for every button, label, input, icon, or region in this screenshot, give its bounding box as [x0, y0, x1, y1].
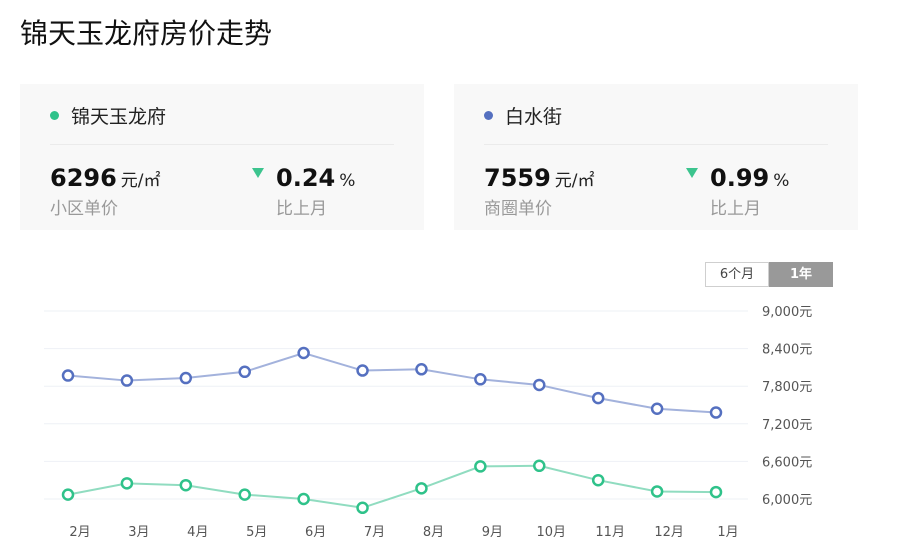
series-line: [67, 351, 717, 414]
data-point: [238, 365, 251, 379]
x-tick-label: 10月: [536, 525, 566, 540]
time-range-toggle: 6个月 1年: [705, 262, 833, 287]
unit-price-unit: 元/㎡: [554, 171, 595, 191]
data-point: [533, 378, 546, 392]
change-value: 0.24: [276, 164, 336, 192]
data-point: [533, 459, 546, 473]
data-point: [356, 501, 369, 515]
x-tick-label: 9月: [482, 525, 503, 540]
data-point: [709, 406, 723, 419]
change-unit: %: [773, 171, 790, 191]
community-price-card: 锦天玉龙府 6296 元/㎡ 小区单价 0.24 % 比上月: [20, 84, 424, 230]
y-tick-label: 7,200元: [762, 418, 812, 433]
series-dot-icon: [50, 110, 59, 120]
data-point: [591, 391, 605, 405]
card-name: 白水街: [505, 105, 563, 128]
y-tick-label: 8,400元: [762, 343, 812, 358]
change-value: 0.99: [710, 164, 770, 192]
x-tick-label: 3月: [128, 525, 149, 540]
change-label: 比上月: [710, 199, 761, 219]
x-tick-label: 7月: [364, 525, 385, 540]
data-point: [238, 488, 251, 501]
data-point: [179, 371, 193, 385]
range-1-year-button[interactable]: 1年: [769, 262, 833, 287]
unit-price-value: 7559: [484, 164, 551, 192]
data-point: [650, 402, 664, 416]
y-tick-label: 9,000元: [762, 305, 812, 320]
price-trend-chart: 9,000元 8,400元 7,800元 7,200元 6,600元 6,000元 2月 3月…: [44, 305, 812, 540]
unit-price-unit: 元/㎡: [120, 171, 161, 191]
series-dot-icon: [484, 110, 493, 120]
data-point: [356, 364, 369, 377]
data-point: [650, 485, 664, 498]
data-point: [120, 374, 134, 387]
data-point: [61, 369, 75, 382]
down-triangle-icon: [686, 168, 698, 178]
range-6-months-button[interactable]: 6个月: [705, 262, 769, 287]
divider: [484, 144, 828, 145]
x-tick-label: 2月: [69, 525, 90, 540]
series-line: [67, 464, 717, 509]
data-point: [297, 492, 310, 506]
data-point: [179, 478, 193, 492]
unit-price-label: 小区单价: [50, 199, 118, 219]
unit-price-value: 6296: [50, 164, 117, 192]
y-tick-label: 6,600元: [762, 455, 812, 470]
x-tick-label: 6月: [305, 525, 326, 540]
data-point: [415, 482, 428, 495]
y-tick-label: 7,800元: [762, 380, 812, 395]
page-title: 锦天玉龙府房价走势: [20, 17, 273, 50]
card-name: 锦天玉龙府: [71, 105, 167, 128]
unit-price-label: 商圈单价: [484, 199, 552, 219]
x-tick-label: 1月: [717, 525, 738, 540]
data-point: [297, 346, 310, 360]
down-triangle-icon: [252, 168, 264, 178]
divider: [50, 144, 394, 145]
data-point: [415, 363, 428, 376]
y-tick-label: 6,000元: [762, 493, 812, 508]
x-tick-label: 5月: [246, 525, 267, 540]
data-point: [120, 477, 134, 490]
district-price-card: 白水街 7559 元/㎡ 商圈单价 0.99 % 比上月: [454, 84, 858, 230]
x-tick-label: 8月: [423, 525, 444, 540]
change-label: 比上月: [276, 199, 327, 219]
data-point: [474, 460, 487, 473]
data-point: [61, 488, 75, 501]
change-unit: %: [339, 171, 356, 191]
x-tick-label: 11月: [595, 525, 625, 540]
x-tick-label: 4月: [187, 525, 208, 540]
data-point: [591, 473, 605, 487]
x-tick-label: 12月: [654, 525, 684, 540]
data-point: [709, 485, 723, 499]
data-point: [474, 373, 487, 386]
